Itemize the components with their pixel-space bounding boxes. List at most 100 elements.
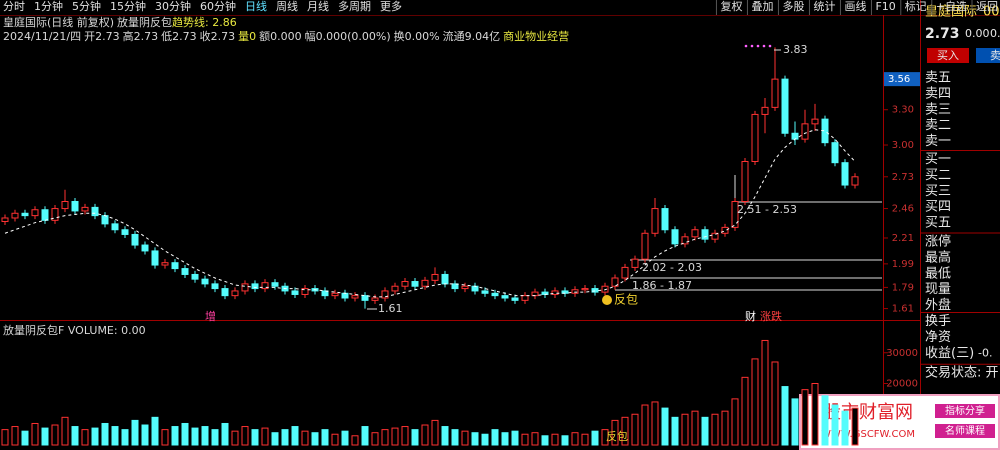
- toolbar-button[interactable]: 返回: [976, 0, 998, 13]
- volume-bar: [131, 419, 139, 446]
- header-indicator: 放量阴反包: [117, 15, 172, 29]
- volume-bar: [691, 410, 699, 446]
- candle-body: [351, 295, 359, 299]
- candle-body: [221, 288, 229, 297]
- volume-bar: [521, 433, 529, 446]
- candle-body: [531, 291, 539, 297]
- info-item: 商业物业经营: [503, 29, 569, 43]
- candle-body: [801, 123, 809, 140]
- y-tick-label: 3.30: [892, 105, 914, 116]
- candle-body: [301, 288, 309, 295]
- toolbar-button[interactable]: 1分钟: [34, 0, 63, 13]
- side-row-label: 换手: [925, 314, 951, 329]
- side-row-label: 交易状态: 开: [925, 365, 999, 381]
- trend-line: [4, 129, 856, 298]
- toolbar-button[interactable]: 多周期: [338, 0, 371, 13]
- candle-body: [581, 288, 589, 291]
- volume-bar: [611, 419, 619, 446]
- candle-body: [91, 206, 99, 217]
- toolbar-button[interactable]: F10: [875, 0, 895, 13]
- volume-title: 放量阴反包F VOLUME: 0.00: [3, 323, 146, 337]
- candle-body: [31, 209, 39, 217]
- candle-body: [441, 273, 449, 285]
- toolbar-button[interactable]: 画线: [844, 0, 866, 13]
- candle-body: [121, 229, 129, 235]
- toolbar-button[interactable]: 更多: [380, 0, 402, 13]
- candle-body: [711, 232, 719, 240]
- toolbar-button[interactable]: +自选: [936, 0, 967, 13]
- y-tick-label: 2.46: [892, 204, 914, 215]
- toolbar-button[interactable]: 多股: [782, 0, 804, 13]
- volume-bar: [371, 432, 379, 446]
- candle-body: [751, 113, 759, 162]
- toolbar-button[interactable]: 60分钟: [200, 0, 236, 13]
- side-row-label: 最低: [925, 266, 951, 281]
- candle-body: [201, 278, 209, 285]
- toolbar-button[interactable]: 月线: [307, 0, 329, 13]
- y-tick-label: 1.99: [892, 259, 914, 270]
- volume-bar: [721, 410, 729, 446]
- toolbar-button[interactable]: 复权: [720, 0, 742, 13]
- toolbar-button[interactable]: 叠加: [751, 0, 773, 13]
- signal-dot: [744, 44, 748, 48]
- volume-bar: [831, 404, 839, 446]
- toolbar-button[interactable]: 日线: [245, 0, 267, 13]
- candle-body: [321, 290, 329, 297]
- buy-button[interactable]: [927, 48, 969, 63]
- volume-bar: [401, 426, 409, 446]
- volume-bar: [671, 416, 679, 446]
- volume-bar: [781, 386, 789, 446]
- volume-bar: [711, 413, 719, 446]
- candle-body: [591, 288, 599, 293]
- candle-body: [151, 250, 159, 266]
- toolbar-button[interactable]: 标记: [905, 0, 927, 13]
- toolbar-button[interactable]: 统计: [813, 0, 835, 13]
- info-item: 收2.73: [200, 29, 236, 43]
- watermark-tag: 名师课程: [945, 424, 985, 437]
- candle-body: [771, 78, 779, 108]
- toolbar-button[interactable]: 30分钟: [155, 0, 191, 13]
- volume-bar: [221, 422, 229, 446]
- candle-body: [621, 266, 629, 279]
- header-trend: 趋势线: 2.86: [172, 15, 237, 29]
- info-item: 量0: [238, 30, 256, 43]
- sell-button[interactable]: [976, 48, 1000, 63]
- buy-label[interactable]: 买入: [937, 49, 959, 62]
- range-label: 1.86 - 1.87: [632, 279, 692, 292]
- sell-label[interactable]: 卖出: [990, 48, 1000, 62]
- side-row-label: 现量: [925, 282, 951, 297]
- toolbar-button[interactable]: 15分钟: [110, 0, 146, 13]
- volume-bar: [591, 430, 599, 446]
- volume-bar: [571, 432, 579, 446]
- volume-bar: [421, 424, 429, 446]
- toolbar-button[interactable]: 5分钟: [72, 0, 101, 13]
- volume-bar: [71, 426, 79, 446]
- candle-body: [231, 290, 239, 297]
- mark-label: 增: [205, 309, 216, 323]
- toolbar-button[interactable]: 分时: [3, 0, 25, 13]
- toolbar-button[interactable]: 周线: [276, 0, 298, 13]
- volume-bar: [11, 426, 19, 446]
- volume-bar: [661, 407, 669, 446]
- mark-label: 涨跌: [760, 309, 782, 323]
- volume-bar: [21, 430, 29, 446]
- candle-body: [791, 132, 799, 140]
- info-item: 额0.000: [259, 30, 302, 43]
- volume-bar: [181, 422, 189, 446]
- candle-body: [811, 118, 819, 125]
- side-row-label: 涨停: [925, 234, 951, 250]
- side-row-label: 卖一: [925, 134, 951, 149]
- candle-body: [521, 295, 529, 301]
- volume-bar: [501, 432, 509, 446]
- stock-pct: 0.00: [990, 27, 1000, 40]
- candle-body: [491, 292, 499, 297]
- candle-body: [101, 215, 109, 225]
- candle-body: [81, 206, 89, 212]
- volume-bar: [211, 429, 219, 446]
- info-item: 高2.73: [123, 29, 159, 43]
- volume-bar: [111, 426, 119, 446]
- side-row-label: 最高: [925, 249, 951, 265]
- candle-body: [651, 208, 659, 234]
- side-row-label: 外盘: [925, 297, 951, 313]
- candle-body: [331, 292, 339, 297]
